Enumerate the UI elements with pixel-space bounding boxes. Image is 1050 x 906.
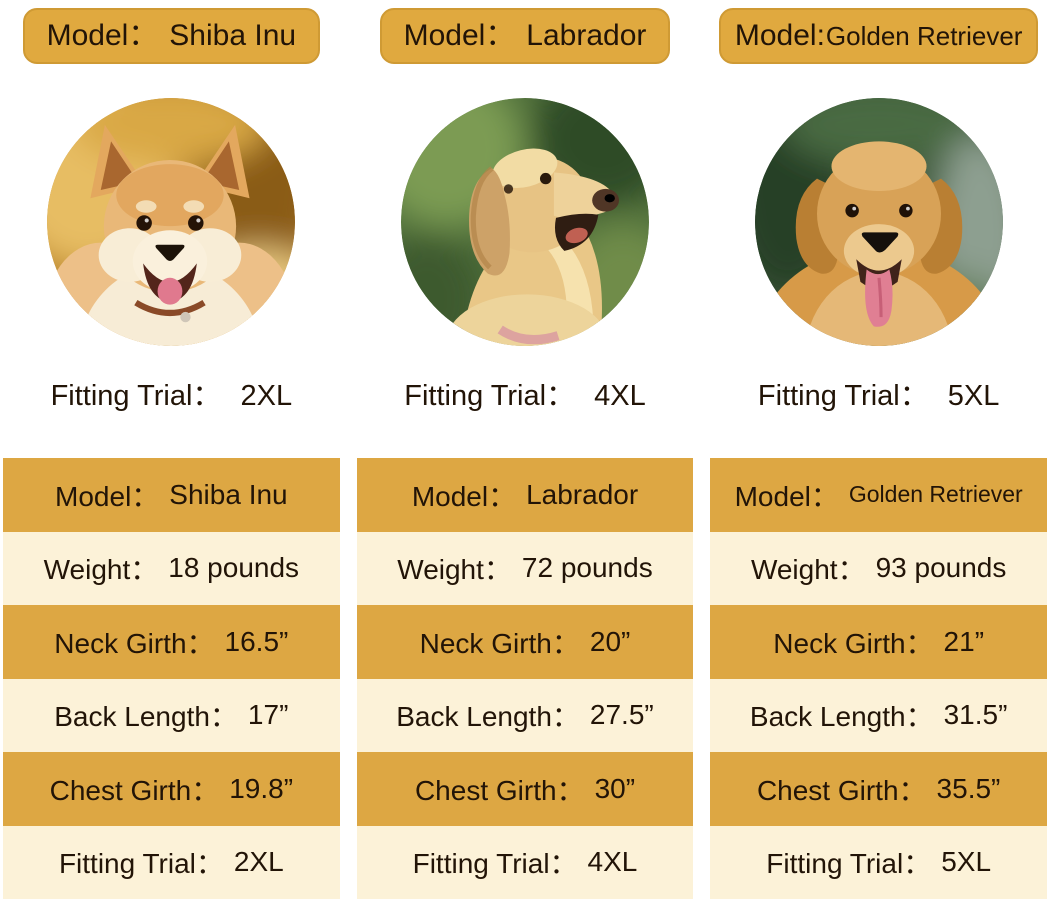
fitting-label: Fitting Trial： (757, 380, 929, 412)
row-value: 17” (247, 699, 289, 731)
row-value: 4XL (587, 846, 638, 878)
labrador-photo (400, 98, 649, 346)
shiba-inu-photo (47, 98, 296, 346)
labrador-illustration (400, 98, 649, 346)
row-label: Neck Girth： (54, 627, 215, 659)
column-shiba-inu: Model： Shiba Inu (3, 0, 340, 899)
size-table-labrador: Model： Labrador Weight： 72 pounds Neck G… (356, 458, 694, 899)
row-value: 16.5” (224, 625, 289, 657)
table-row-chest-girth: Chest Girth： 35.5” (710, 752, 1047, 826)
table-row-weight: Weight： 18 pounds (3, 531, 340, 605)
size-table-golden-retriever: Model： Golden Retriever Weight： 93 pound… (710, 458, 1047, 899)
table-row-neck-girth: Neck Girth： 21” (710, 605, 1047, 679)
table-row-weight: Weight： 93 pounds (710, 531, 1047, 605)
table-row-neck-girth: Neck Girth： 16.5” (3, 605, 340, 679)
column-golden-retriever: Model: Golden Retriever (710, 0, 1047, 899)
table-row-chest-girth: Chest Girth： 30” (356, 752, 694, 826)
row-label: Chest Girth： (756, 774, 927, 806)
row-value: Golden Retriever (848, 481, 1023, 508)
row-value: 5XL (941, 846, 992, 878)
row-label: Fitting Trial： (766, 848, 932, 880)
table-row-fitting-trial: Fitting Trial： 4XL (356, 825, 694, 899)
model-badge-labrador: Model： Labrador (379, 8, 671, 64)
row-value: Labrador (526, 478, 639, 510)
row-value: 19.8” (229, 772, 294, 804)
table-row-model: Model： Labrador (356, 458, 694, 532)
fitting-value: 2XL (240, 380, 293, 412)
row-label: Fitting Trial： (58, 848, 224, 880)
row-label: Neck Girth： (773, 627, 934, 659)
row-value: 35.5” (936, 772, 1001, 804)
badge-value: Golden Retriever (825, 21, 1023, 51)
badge-label: Model: (734, 19, 825, 52)
badge-label: Model： (46, 19, 159, 52)
row-label: Fitting Trial： (412, 848, 578, 880)
fitting-trial-caption-labrador: Fitting Trial： 4XL (404, 378, 646, 414)
table-row-weight: Weight： 72 pounds (356, 531, 694, 605)
row-label: Neck Girth： (419, 627, 580, 659)
row-label: Model： (55, 480, 160, 512)
table-row-fitting-trial: Fitting Trial： 5XL (710, 825, 1047, 899)
row-label: Chest Girth： (414, 774, 585, 806)
row-value: Shiba Inu (169, 478, 288, 510)
table-row-model: Model： Shiba Inu (3, 458, 340, 532)
row-value: 31.5” (943, 699, 1008, 731)
badge-value: Shiba Inu (169, 19, 297, 52)
row-label: Weight： (397, 554, 512, 586)
row-value: 72 pounds (521, 552, 653, 584)
row-value: 2XL (233, 846, 284, 878)
table-row-back-length: Back Length： 31.5” (710, 678, 1047, 752)
size-table-shiba-inu: Model： Shiba Inu Weight： 18 pounds Neck … (3, 458, 340, 899)
fitting-label: Fitting Trial： (50, 380, 222, 412)
badge-label: Model： (403, 19, 516, 52)
model-badge-golden-retriever: Model: Golden Retriever (718, 8, 1039, 64)
table-row-neck-girth: Neck Girth： 20” (356, 605, 694, 679)
table-row-model: Model： Golden Retriever (710, 458, 1047, 532)
shiba-inu-illustration (47, 98, 296, 346)
row-value: 21” (943, 625, 985, 657)
badge-value: Labrador (526, 19, 647, 52)
row-label: Model： (734, 480, 839, 512)
fitting-label: Fitting Trial： (404, 380, 576, 412)
row-label: Back Length： (396, 701, 580, 733)
golden-retriever-photo (754, 98, 1003, 346)
row-value: 20” (589, 625, 631, 657)
table-row-back-length: Back Length： 27.5” (356, 678, 694, 752)
fitting-value: 4XL (594, 380, 646, 412)
fitting-trial-caption-shiba-inu: Fitting Trial： 2XL (51, 378, 293, 414)
row-label: Weight： (43, 554, 159, 586)
row-value: 93 pounds (875, 552, 1007, 584)
row-label: Chest Girth： (49, 774, 220, 806)
row-label: Weight： (750, 554, 866, 586)
fitting-trial-caption-golden-retriever: Fitting Trial： 5XL (758, 378, 1000, 414)
fitting-value: 5XL (947, 380, 1000, 412)
row-label: Model： (411, 480, 517, 512)
row-value: 18 pounds (168, 552, 300, 584)
model-badge-shiba-inu: Model： Shiba Inu (22, 8, 321, 64)
row-value: 27.5” (589, 699, 654, 731)
table-row-back-length: Back Length： 17” (3, 678, 340, 752)
row-label: Back Length： (54, 701, 238, 733)
table-row-fitting-trial: Fitting Trial： 2XL (3, 825, 340, 899)
column-labrador: Model： Labrador (356, 0, 694, 899)
table-row-chest-girth: Chest Girth： 19.8” (3, 752, 340, 826)
golden-retriever-illustration (754, 98, 1003, 346)
row-value: 30” (594, 772, 636, 804)
row-label: Back Length： (749, 701, 934, 733)
